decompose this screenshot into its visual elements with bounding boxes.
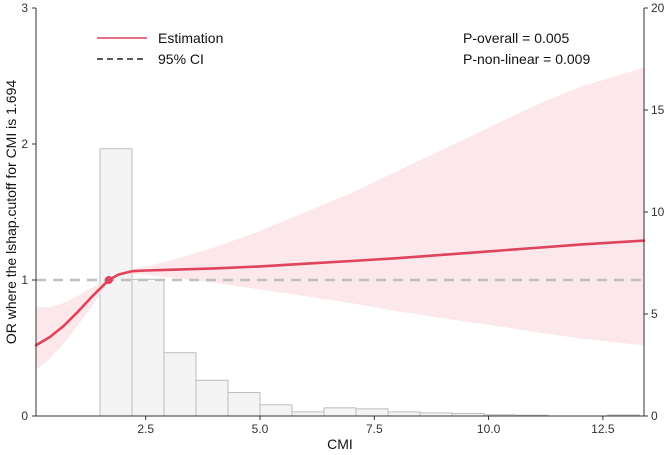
y2-tick-label-1: 0: [651, 409, 658, 423]
y2-tick-label-3: 10: [651, 205, 665, 219]
x-tick-label-1: 2.5: [137, 422, 154, 436]
cutoff-point: [104, 276, 113, 284]
ci-band-area: [36, 67, 644, 370]
histogram-bar-10: [387, 411, 421, 417]
x-tick-label-2: 5.0: [252, 422, 269, 436]
histogram-bar-2: [131, 278, 165, 417]
x-tick-label-4: 10.0: [477, 422, 501, 436]
histogram-bar-7: [291, 411, 325, 417]
y-tick-label-2: 1: [21, 273, 28, 287]
histogram-bar-6: [259, 404, 293, 417]
histogram: [99, 148, 640, 417]
estimation-line: [34, 239, 646, 347]
histogram-bar-8: [323, 407, 357, 417]
y-axis-title: OR where the lshap.cutoff for CMI is 1.6…: [3, 80, 19, 345]
histogram-bar-3: [163, 352, 197, 417]
p-overall-annotation: P-overall = 0.005: [463, 30, 569, 46]
legend-ci-label: 95% CI: [158, 51, 204, 67]
histogram-bar-9: [355, 408, 389, 417]
histogram-bar-5: [227, 392, 261, 417]
y-tick-label-4: 3: [21, 1, 28, 15]
p-nonlinear-annotation: P-non-linear = 0.009: [463, 51, 590, 67]
y2-tick-label-4: 15: [651, 103, 665, 117]
tick-labels: 2.5 5.0 7.5 10.0 12.5 0 1 2 3 0 5 10 15 20: [21, 1, 664, 436]
estimation-group: [34, 239, 646, 347]
y-tick-label-1: 0: [21, 409, 28, 423]
x-tick-label-5: 12.5: [591, 422, 615, 436]
ci-band: [36, 67, 644, 370]
annotations: P-overall = 0.005 P-non-linear = 0.009: [463, 30, 590, 67]
y2-tick-label-5: 20: [651, 1, 665, 15]
x-axis-title: CMI: [327, 436, 353, 452]
histogram-bar-4: [195, 379, 229, 417]
legend-estimation-label: Estimation: [158, 30, 223, 46]
y2-tick-label-2: 5: [651, 307, 658, 321]
y-tick-label-3: 2: [21, 137, 28, 151]
legend: Estimation 95% CI: [97, 30, 223, 67]
x-tick-label-3: 7.5: [366, 422, 383, 436]
